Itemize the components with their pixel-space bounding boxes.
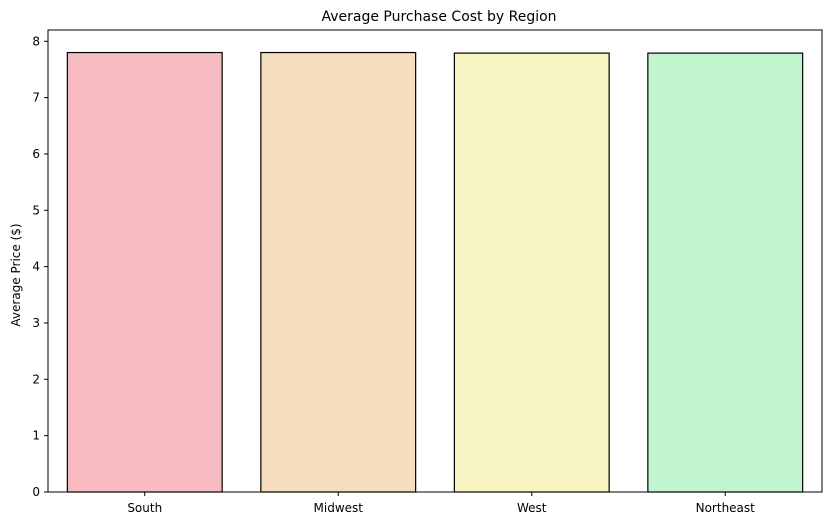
bar-midwest bbox=[260, 51, 417, 493]
y-tick-label: 4 bbox=[32, 260, 40, 274]
bars-group bbox=[66, 51, 804, 493]
bar-northeast bbox=[647, 52, 804, 493]
chart-title: Average Purchase Cost by Region bbox=[321, 9, 556, 25]
x-tick-label: West bbox=[517, 501, 547, 515]
x-axis-ticks: South Midwest West Northeast bbox=[127, 492, 755, 515]
y-tick-label: 8 bbox=[32, 34, 40, 48]
bar-south bbox=[66, 51, 223, 493]
bar-west bbox=[453, 52, 610, 493]
y-tick-label: 6 bbox=[32, 147, 40, 161]
y-tick-label: 1 bbox=[32, 429, 40, 443]
y-axis-ticks: 0 1 2 3 4 5 6 7 8 bbox=[32, 34, 48, 499]
y-tick-label: 7 bbox=[32, 91, 40, 105]
y-axis-label: Average Price ($) bbox=[9, 223, 23, 326]
x-tick-label: Northeast bbox=[696, 501, 756, 515]
y-tick-label: 5 bbox=[32, 203, 40, 217]
x-tick-label: South bbox=[127, 501, 162, 515]
y-tick-label: 2 bbox=[32, 372, 40, 386]
y-tick-label: 3 bbox=[32, 316, 40, 330]
y-tick-label: 0 bbox=[32, 485, 40, 499]
x-tick-label: Midwest bbox=[314, 501, 364, 515]
plot-frame bbox=[47, 29, 823, 493]
